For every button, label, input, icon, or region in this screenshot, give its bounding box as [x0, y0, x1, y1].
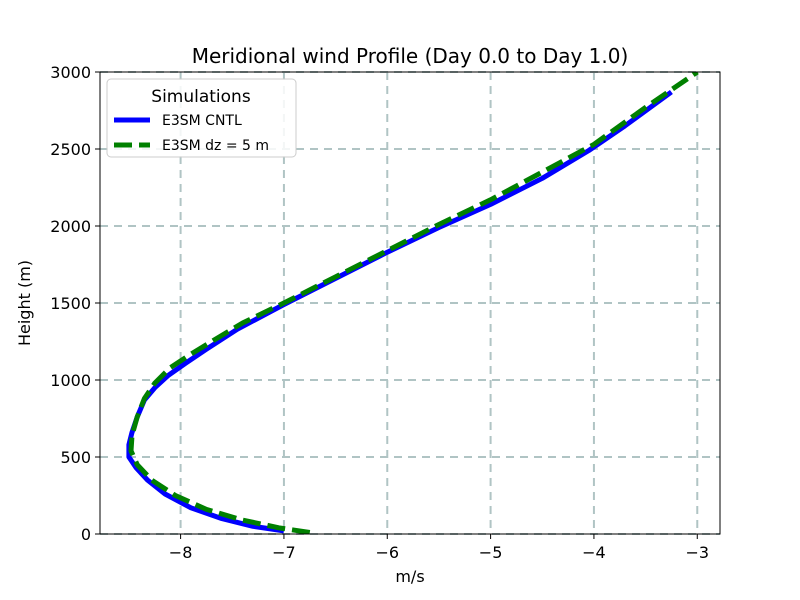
y-axis-ticks: 0 500 1000 1500 2000 2500 3000 [50, 63, 100, 544]
y-tick-label: 1000 [50, 371, 91, 390]
x-tick-label: −5 [479, 543, 503, 562]
y-tick-label: 2000 [50, 217, 91, 236]
legend-title: Simulations [151, 87, 251, 107]
legend: Simulations E3SM CNTL E3SM dz = 5 m [106, 78, 297, 158]
chart-title: Meridional wind Profile (Day 0.0 to Day … [192, 44, 629, 68]
y-tick-label: 3000 [50, 63, 91, 82]
y-tick-label: 1500 [50, 294, 91, 313]
legend-box [106, 78, 297, 158]
series-line-e3sm-cntl [126, 89, 673, 534]
y-tick-label: 2500 [50, 140, 91, 159]
x-tick-label: −3 [685, 543, 709, 562]
legend-label-e3sm-cntl: E3SM CNTL [162, 113, 242, 129]
legend-label-e3sm-dz5: E3SM dz = 5 m [162, 138, 269, 154]
series-line-e3sm-dz5 [128, 72, 699, 534]
y-tick-label: 0 [81, 525, 91, 544]
x-axis-ticks: −8 −7 −6 −5 −4 −3 [169, 534, 709, 562]
x-axis-label: m/s [395, 567, 424, 586]
y-axis-label: Height (m) [15, 260, 34, 346]
y-tick-label: 500 [60, 448, 91, 467]
x-tick-label: −6 [375, 543, 399, 562]
series-layer [126, 72, 699, 534]
x-tick-label: −8 [169, 543, 193, 562]
x-tick-label: −7 [272, 543, 296, 562]
x-tick-label: −4 [582, 543, 606, 562]
